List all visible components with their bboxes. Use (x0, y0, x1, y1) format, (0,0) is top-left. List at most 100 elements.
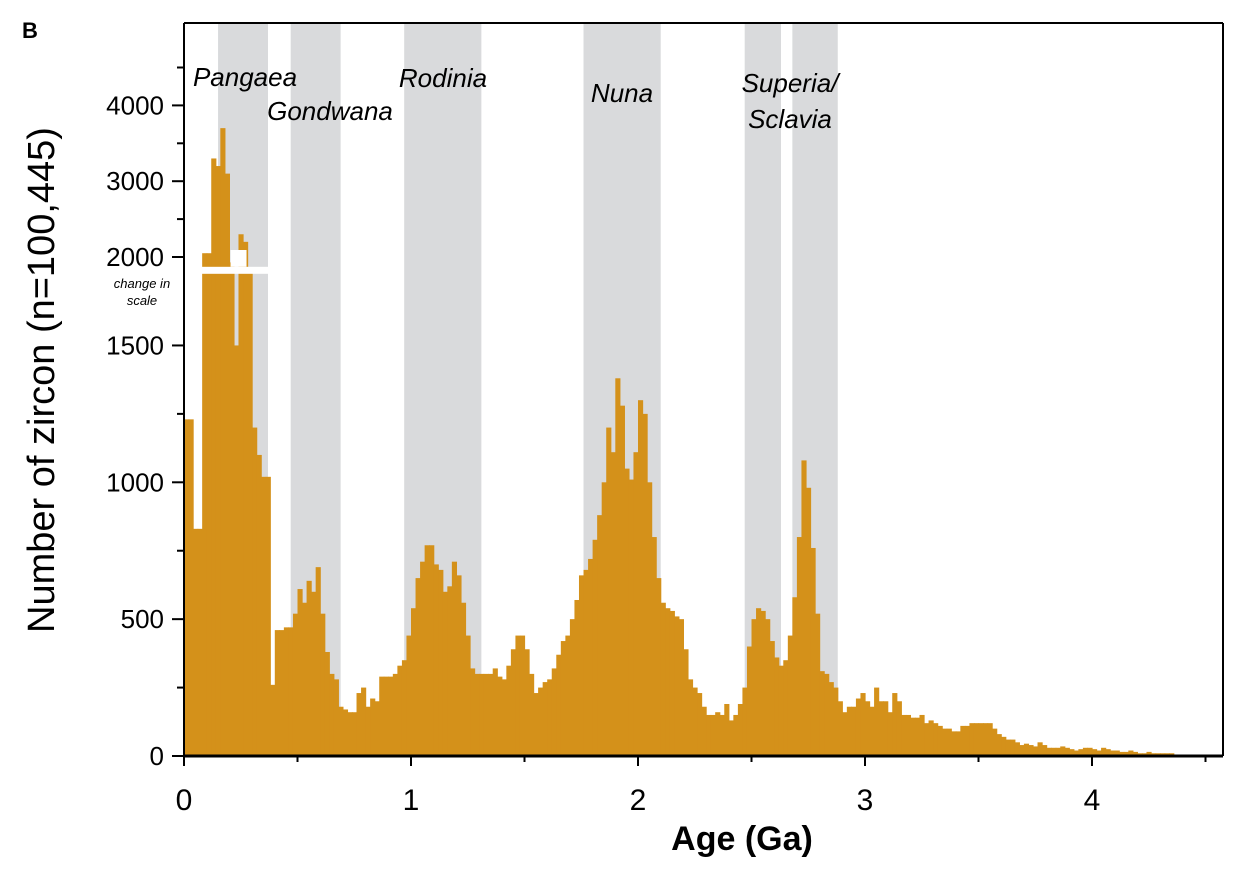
histogram-bar (224, 173, 230, 756)
histogram-bar (610, 452, 616, 756)
histogram-bar (606, 427, 612, 756)
histogram-bar (728, 720, 734, 756)
histogram-bar (311, 591, 317, 756)
histogram-bar (1023, 743, 1030, 756)
histogram-bar (420, 561, 426, 756)
histogram-bar (247, 268, 253, 756)
axis-break (185, 250, 281, 274)
histogram-bar (342, 709, 349, 756)
histogram-bar (1069, 749, 1075, 756)
histogram-bar (955, 731, 961, 756)
histogram-bar (479, 673, 485, 756)
histogram-bar (524, 649, 530, 756)
histogram-bar (633, 452, 639, 756)
histogram-bar (874, 687, 880, 756)
histogram-bar (397, 665, 403, 756)
histogram-bar (615, 378, 621, 756)
histogram-bar (746, 646, 753, 756)
band-label-4-line2: Sclavia (748, 104, 832, 134)
histogram-bar (1028, 745, 1034, 756)
histogram-bar (252, 427, 258, 756)
histogram-bar (1055, 747, 1061, 756)
histogram-bar (1064, 747, 1070, 756)
histogram-bar (651, 537, 657, 756)
histogram-bar (1073, 750, 1079, 756)
y-ticks: 0 500 1000 1500 2000 3000 4000 (106, 66, 184, 771)
histogram-bar (774, 657, 780, 756)
histogram-bar (211, 158, 217, 756)
histogram-bar (805, 487, 812, 756)
histogram-bar (1110, 750, 1116, 756)
histogram-bar (351, 712, 358, 756)
histogram-bar (1087, 747, 1093, 756)
histogram-bar (765, 619, 771, 756)
histogram-bar (973, 723, 980, 756)
histogram-bar (710, 714, 716, 756)
band-label-3: Nuna (591, 78, 653, 108)
histogram-bar (919, 714, 925, 756)
histogram-bar (551, 668, 557, 756)
histogram-bar (193, 528, 199, 756)
histogram-bar (742, 687, 748, 756)
histogram-bar (256, 454, 262, 756)
histogram-bar (329, 673, 335, 756)
histogram-bar (783, 660, 789, 756)
y-tick-label: 4000 (106, 90, 164, 120)
histogram-bar (243, 241, 249, 757)
histogram-bar (197, 528, 203, 756)
histogram-bar (510, 649, 517, 756)
histogram-bar (569, 619, 576, 756)
histogram-bar (1096, 750, 1102, 756)
histogram-bar (883, 701, 889, 756)
histogram-bar (542, 682, 548, 756)
histogram-bar (951, 731, 957, 756)
histogram-bar (706, 714, 712, 756)
histogram-bar (996, 734, 1002, 756)
histogram-bar (992, 728, 998, 756)
histogram-bar (206, 253, 212, 756)
histogram-bar (946, 728, 952, 756)
histogram-bar (347, 712, 353, 756)
histogram-bar (202, 253, 208, 756)
histogram-bar (964, 725, 971, 756)
histogram-bar (1019, 745, 1025, 756)
y-tick-label: 500 (121, 604, 164, 634)
histogram-bar (792, 597, 798, 756)
histogram-bar (660, 602, 666, 756)
histogram-bar (687, 679, 694, 756)
histogram-bar (987, 723, 993, 756)
histogram-bar (642, 413, 648, 756)
histogram-bar (719, 714, 725, 756)
histogram-bar (460, 602, 467, 756)
histogram-bars (184, 128, 1175, 757)
histogram-bar (1042, 745, 1048, 756)
histogram-bar (1119, 751, 1125, 756)
histogram-bar (1082, 747, 1089, 756)
histogram-bar (692, 687, 698, 756)
histogram-bar (233, 345, 240, 756)
histogram-bar (937, 725, 943, 756)
histogram-bar (456, 575, 462, 756)
histogram-bar (488, 673, 494, 756)
histogram-bar (297, 589, 303, 756)
histogram-bar (429, 545, 435, 756)
x-tick-label: 4 (1084, 784, 1101, 817)
histogram-bar (188, 419, 194, 756)
histogram-bar (1001, 736, 1007, 756)
histogram-bar (533, 693, 539, 756)
histogram-bar (274, 630, 280, 756)
histogram-bar (565, 635, 571, 756)
histogram-bar (451, 561, 457, 756)
histogram-bar (1032, 746, 1039, 756)
histogram-bar (324, 651, 330, 756)
histogram-bar (678, 619, 684, 756)
histogram-bar (833, 687, 839, 756)
histogram-bar (560, 641, 566, 756)
histogram-bar (628, 479, 635, 756)
histogram-bar (306, 580, 312, 756)
histogram-bar (292, 613, 299, 756)
histogram-bar (905, 714, 911, 756)
histogram-bar (638, 400, 644, 756)
x-axis-label: Age (Ga) (671, 820, 813, 858)
